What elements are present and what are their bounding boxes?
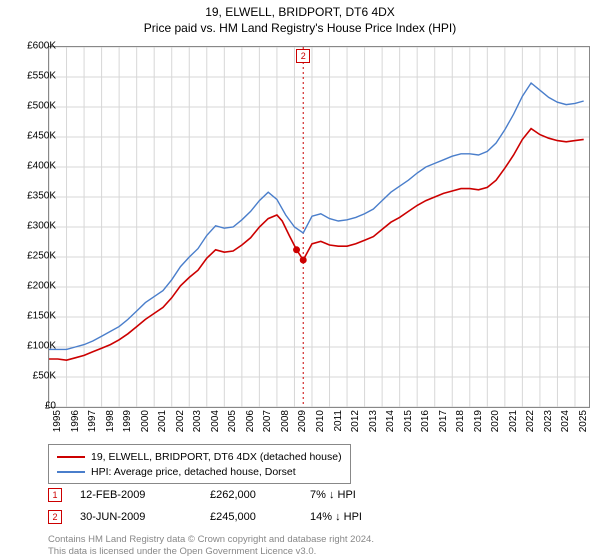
x-axis-label: 2025 <box>578 410 589 440</box>
chart-marker-2-label: 2 <box>296 49 310 63</box>
x-axis-label: 2017 <box>438 410 449 440</box>
x-axis-label: 2018 <box>455 410 466 440</box>
x-axis-label: 2011 <box>333 410 344 440</box>
sale-row-1: 1 12-FEB-2009 £262,000 7% ↓ HPI <box>48 488 430 502</box>
legend-label-2: HPI: Average price, detached house, Dors… <box>91 466 296 478</box>
x-axis-label: 2003 <box>192 410 203 440</box>
y-axis-label: £200K <box>12 281 56 292</box>
sale-pct-1: 7% ↓ HPI <box>310 489 430 501</box>
sale-pct-2: 14% ↓ HPI <box>310 511 430 523</box>
x-axis-label: 2020 <box>490 410 501 440</box>
x-axis-label: 1995 <box>52 410 63 440</box>
sale-date-1: 12-FEB-2009 <box>80 489 210 501</box>
y-axis-label: £50K <box>12 371 56 382</box>
y-axis-label: £300K <box>12 221 56 232</box>
title-subtitle: Price paid vs. HM Land Registry's House … <box>0 21 600 35</box>
chart-legend: 19, ELWELL, BRIDPORT, DT6 4DX (detached … <box>48 444 351 484</box>
x-axis-label: 2024 <box>560 410 571 440</box>
x-axis-label: 1997 <box>87 410 98 440</box>
chart-plot-area: 2 <box>48 46 590 408</box>
x-axis-label: 2009 <box>297 410 308 440</box>
x-axis-label: 2015 <box>403 410 414 440</box>
legend-line-2 <box>57 471 85 473</box>
x-axis-label: 2023 <box>543 410 554 440</box>
sale-price-2: £245,000 <box>210 511 310 523</box>
chart-svg <box>49 47 589 407</box>
y-axis-label: £250K <box>12 251 56 262</box>
x-axis-label: 1996 <box>70 410 81 440</box>
x-axis-label: 2012 <box>350 410 361 440</box>
sale-row-2: 2 30-JUN-2009 £245,000 14% ↓ HPI <box>48 510 430 524</box>
legend-line-1 <box>57 456 85 458</box>
fineprint: Contains HM Land Registry data © Crown c… <box>48 534 374 558</box>
x-axis-label: 2010 <box>315 410 326 440</box>
sale-marker-1: 1 <box>48 488 62 502</box>
y-axis-label: £350K <box>12 191 56 202</box>
fineprint-line-2: This data is licensed under the Open Gov… <box>48 546 374 558</box>
x-axis-label: 2016 <box>420 410 431 440</box>
y-axis-label: £150K <box>12 311 56 322</box>
sale-price-1: £262,000 <box>210 489 310 501</box>
x-axis-label: 2006 <box>245 410 256 440</box>
fineprint-line-1: Contains HM Land Registry data © Crown c… <box>48 534 374 546</box>
y-axis-label: £100K <box>12 341 56 352</box>
y-axis-label: £600K <box>12 41 56 52</box>
y-axis-label: £0 <box>12 401 56 412</box>
x-axis-label: 2000 <box>140 410 151 440</box>
x-axis-label: 2004 <box>210 410 221 440</box>
x-axis-label: 2001 <box>157 410 168 440</box>
y-axis-label: £400K <box>12 161 56 172</box>
x-axis-label: 2013 <box>368 410 379 440</box>
sale-marker-2: 2 <box>48 510 62 524</box>
x-axis-label: 2007 <box>262 410 273 440</box>
legend-label-1: 19, ELWELL, BRIDPORT, DT6 4DX (detached … <box>91 451 342 463</box>
x-axis-label: 2005 <box>227 410 238 440</box>
x-axis-label: 2014 <box>385 410 396 440</box>
sale-date-2: 30-JUN-2009 <box>80 511 210 523</box>
x-axis-label: 2019 <box>473 410 484 440</box>
title-address: 19, ELWELL, BRIDPORT, DT6 4DX <box>0 5 600 19</box>
x-axis-label: 2002 <box>175 410 186 440</box>
x-axis-label: 2021 <box>508 410 519 440</box>
y-axis-label: £550K <box>12 71 56 82</box>
x-axis-label: 2022 <box>525 410 536 440</box>
x-axis-label: 1998 <box>105 410 116 440</box>
y-axis-label: £500K <box>12 101 56 112</box>
y-axis-label: £450K <box>12 131 56 142</box>
x-axis-label: 1999 <box>122 410 133 440</box>
x-axis-label: 2008 <box>280 410 291 440</box>
